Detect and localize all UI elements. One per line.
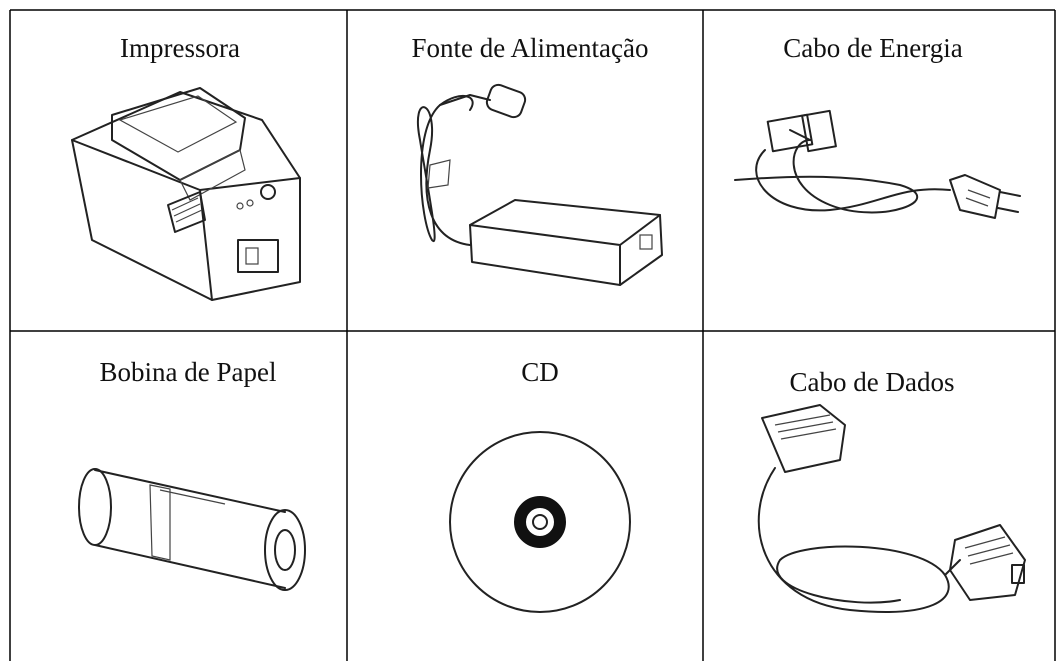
data-cable-illustration <box>757 404 1026 613</box>
cell-label: Cabo de Energia <box>783 33 962 63</box>
table-grid <box>9 9 1056 661</box>
cell-label: Impressora <box>120 33 240 63</box>
power-cord-illustration <box>734 109 1021 219</box>
printer-illustration <box>71 87 301 301</box>
paper-roll-illustration <box>78 468 306 591</box>
power-supply-illustration <box>416 83 663 286</box>
cd-illustration <box>449 431 631 613</box>
cell-label: Fonte de Alimentação <box>412 33 649 63</box>
cell-label: CD <box>521 357 559 387</box>
cell-label: Cabo de Dados <box>790 367 955 397</box>
cell-label: Bobina de Papel <box>100 357 277 387</box>
